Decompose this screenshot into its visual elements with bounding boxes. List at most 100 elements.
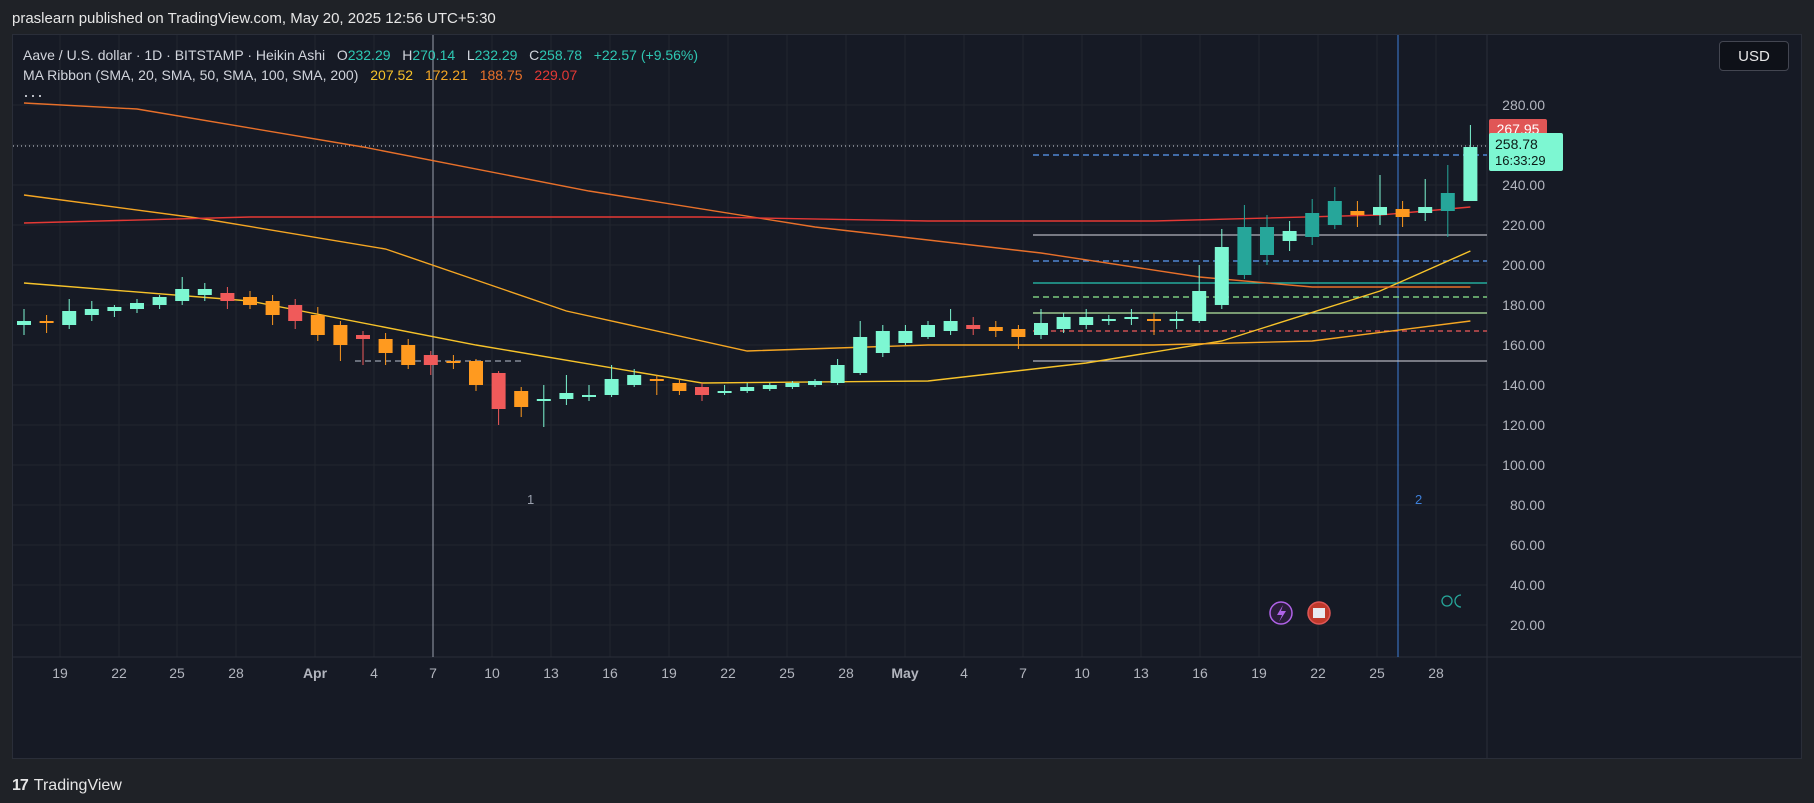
open-value: 232.29: [347, 47, 391, 63]
candle-body: [921, 325, 935, 337]
time-tick-label: 28: [1428, 665, 1444, 681]
time-tick-label: 19: [1251, 665, 1267, 681]
candle-body: [1124, 317, 1139, 319]
candle-body: [966, 325, 981, 329]
candle-body: [717, 391, 732, 393]
time-tick-label: 16: [602, 665, 618, 681]
candle-body: [491, 373, 506, 409]
candle-body: [1260, 227, 1274, 255]
symbol-title[interactable]: Aave / U.S. dollar · 1D · BITSTAMP · Hei…: [23, 47, 326, 63]
candle-body: [62, 311, 77, 325]
time-tick-label: 4: [960, 665, 968, 681]
candle-body: [672, 383, 687, 391]
time-tick-label: May: [891, 665, 918, 681]
session-moon-icon: [1454, 594, 1462, 608]
time-tick-label: 22: [720, 665, 736, 681]
candle-body: [627, 375, 642, 385]
time-tick-label: 28: [838, 665, 854, 681]
price-tick-label: 220.00: [1502, 217, 1545, 233]
candle-body: [649, 379, 664, 381]
candle-body: [356, 335, 370, 339]
time-tick-label: 7: [1019, 665, 1027, 681]
high-value: 270.14: [412, 47, 456, 63]
price-tick-label: 280.00: [1502, 97, 1545, 113]
candle-body: [1373, 207, 1387, 215]
time-tick-label: 28: [228, 665, 244, 681]
candle-body: [446, 361, 461, 363]
candle-body: [740, 387, 755, 391]
last-price-label: 258.78: [1495, 136, 1538, 152]
countdown-label: 16:33:29: [1495, 153, 1546, 168]
time-tick-label: 13: [1133, 665, 1149, 681]
candle-body: [39, 321, 54, 323]
annotation-1: 1: [527, 492, 534, 507]
ma-line-sma-50: [23, 194, 1471, 352]
ma50-value: 172.21: [424, 67, 468, 83]
annotation-2: 2: [1415, 492, 1422, 507]
time-tick-label: 22: [111, 665, 127, 681]
candle-body: [469, 361, 483, 385]
currency-button[interactable]: USD: [1719, 41, 1789, 71]
candle-body: [762, 385, 777, 389]
price-tick-label: 60.00: [1510, 537, 1545, 553]
low-label: L: [466, 47, 475, 63]
ma-line-sma-100: [23, 102, 1471, 288]
candle-body: [695, 387, 709, 395]
price-tick-label: 160.00: [1502, 337, 1545, 353]
chart-panel[interactable]: 280.00260.00240.00220.00200.00180.00160.…: [12, 34, 1802, 759]
change-value: +22.57 (+9.56%): [593, 47, 699, 63]
candle-body: [378, 339, 393, 353]
price-tick-label: 180.00: [1502, 297, 1545, 313]
tradingview-logo-icon[interactable]: 17: [12, 777, 29, 794]
ma-ribbon-label[interactable]: MA Ribbon (SMA, 20, SMA, 50, SMA, 100, S…: [23, 67, 359, 83]
candle-body: [423, 355, 438, 365]
candle-body: [808, 381, 822, 385]
time-tick-label: 10: [484, 665, 500, 681]
candle-body: [1282, 231, 1297, 241]
last-price-marker: [1489, 133, 1563, 171]
candle-body: [243, 297, 257, 305]
candle-body: [288, 305, 303, 321]
high-label: H: [402, 47, 413, 63]
candle-body: [130, 303, 144, 309]
close-label: C: [529, 47, 540, 63]
price-tick-label: 20.00: [1510, 617, 1545, 633]
time-tick-label: 25: [1369, 665, 1385, 681]
candle-body: [333, 325, 348, 345]
candle-body: [559, 393, 574, 399]
candle-body: [853, 337, 868, 373]
chart-canvas[interactable]: 280.00260.00240.00220.00200.00180.00160.…: [13, 35, 1801, 758]
more-indicators-button[interactable]: ···: [23, 85, 44, 105]
ma200-value: 229.07: [534, 67, 578, 83]
candle-body: [1169, 319, 1184, 321]
candle-body: [1034, 323, 1048, 335]
candle-body: [898, 331, 913, 343]
lightning-glyph-icon: [1277, 605, 1286, 622]
price-tick-label: 200.00: [1502, 257, 1545, 273]
candle-body: [1192, 291, 1207, 321]
candle-body: [1079, 317, 1094, 325]
time-tick-label: 19: [661, 665, 677, 681]
flag-glyph-icon: [1313, 608, 1325, 618]
candle-body: [1101, 319, 1116, 321]
ma20-value: 207.52: [370, 67, 414, 83]
footer: 17 TradingView: [12, 777, 122, 795]
time-tick-label: 19: [52, 665, 68, 681]
candle-body: [84, 309, 99, 315]
ma100-value: 188.75: [479, 67, 523, 83]
legend-row-ma: MA Ribbon (SMA, 20, SMA, 50, SMA, 100, S…: [23, 65, 698, 85]
time-tick-label: 22: [1310, 665, 1326, 681]
candle-body: [582, 395, 596, 397]
ma-line-sma-200: [23, 206, 1471, 224]
price-tick-label: 100.00: [1502, 457, 1545, 473]
candle-body: [943, 321, 958, 331]
low-value: 232.29: [474, 47, 518, 63]
time-tick-label: 25: [169, 665, 185, 681]
candle-body: [785, 383, 800, 387]
footer-brand[interactable]: TradingView: [33, 777, 122, 794]
candle-body: [604, 379, 619, 395]
time-tick-label: 7: [429, 665, 437, 681]
candle-body: [875, 331, 890, 353]
candle-body: [1214, 247, 1229, 305]
candle-body: [1350, 211, 1365, 215]
